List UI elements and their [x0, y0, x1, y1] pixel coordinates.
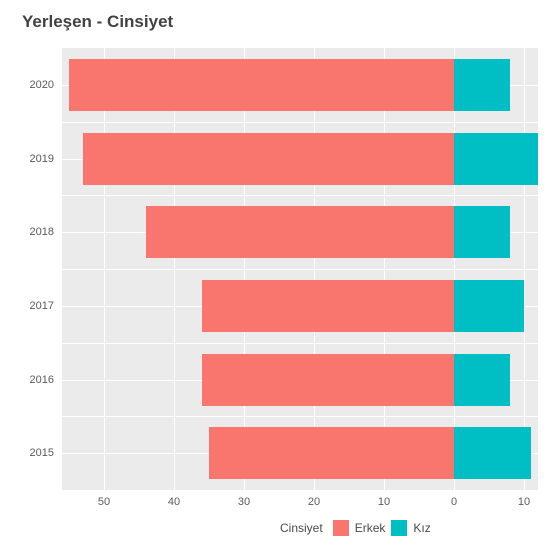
bar-erkek — [69, 59, 454, 111]
bar-erkek — [202, 354, 454, 406]
y-tick-label: 2015 — [30, 447, 62, 459]
x-tick-label: 10 — [518, 496, 530, 508]
gridline-h — [62, 195, 538, 196]
x-tick-label: 10 — [378, 496, 390, 508]
bar-erkek — [202, 280, 454, 332]
x-tick-label: 0 — [451, 496, 457, 508]
gridline-h — [62, 122, 538, 123]
y-tick-label: 2016 — [30, 374, 62, 386]
y-tick-label: 2017 — [30, 300, 62, 312]
x-tick-label: 50 — [98, 496, 110, 508]
y-tick-label: 2020 — [30, 79, 62, 91]
legend: Cinsiyet Erkek Kız — [280, 520, 431, 536]
bar-erkek — [146, 206, 454, 258]
legend-label: Erkek — [355, 521, 386, 535]
x-tick-label: 20 — [308, 496, 320, 508]
x-tick-label: 40 — [168, 496, 180, 508]
bar-kız — [454, 206, 510, 258]
legend-swatch — [391, 520, 407, 536]
gridline-h — [62, 343, 538, 344]
bar-kız — [454, 280, 524, 332]
bar-erkek — [209, 427, 454, 479]
legend-title: Cinsiyet — [280, 521, 323, 535]
legend-label: Kız — [413, 521, 430, 535]
plot-area: 202020192018201720162015 — [62, 48, 538, 490]
gridline-h — [62, 269, 538, 270]
bar-erkek — [83, 133, 454, 185]
legend-swatch — [333, 520, 349, 536]
bar-kız — [454, 133, 538, 185]
y-tick-label: 2018 — [30, 226, 62, 238]
bar-kız — [454, 59, 510, 111]
y-tick-label: 2019 — [30, 153, 62, 165]
bar-kız — [454, 354, 510, 406]
x-tick-label: 30 — [238, 496, 250, 508]
gridline-h — [62, 416, 538, 417]
bar-kız — [454, 427, 531, 479]
chart-title: Yerleşen - Cinsiyet — [22, 12, 173, 32]
